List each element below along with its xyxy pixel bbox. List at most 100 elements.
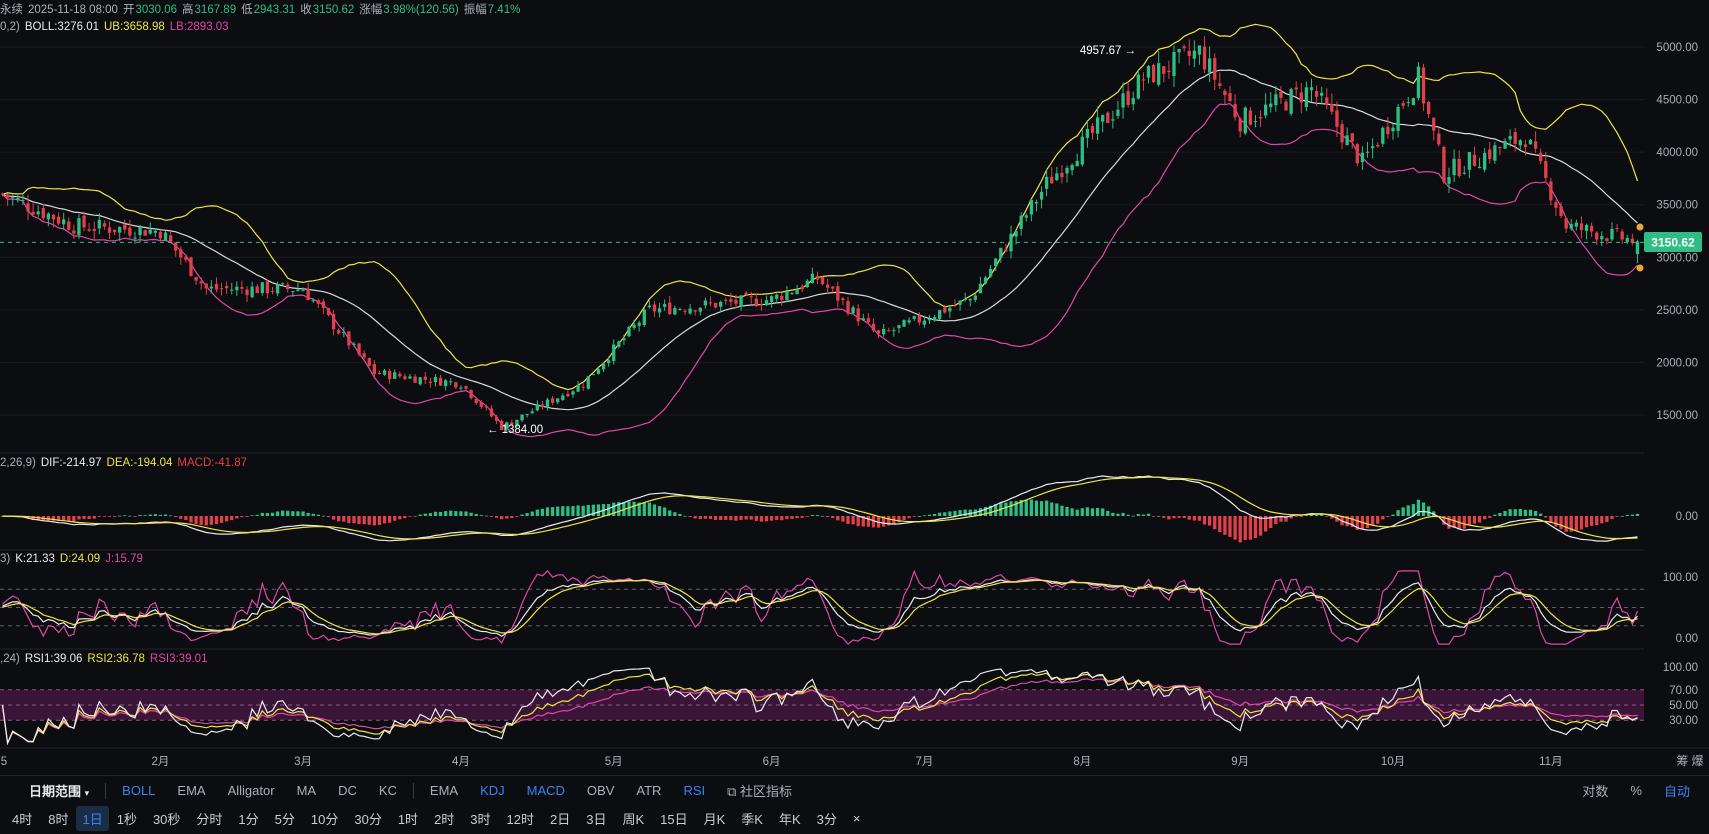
candle-body: [184, 256, 188, 260]
macd-histogram-bar: [902, 516, 906, 521]
candle-body: [1101, 114, 1105, 122]
indicator-macd-button[interactable]: MACD: [526, 783, 565, 798]
macd-histogram-bar: [1243, 516, 1247, 540]
macd-histogram-bar: [688, 516, 692, 517]
macd-histogram-bar: [1605, 516, 1609, 523]
chart-canvas[interactable]: 5000.00 4500.00 4000.00 3500.00 3000.00 2500.…: [0, 0, 1709, 775]
macd-histogram-bar: [1187, 516, 1191, 520]
macd-histogram-bar: [719, 516, 723, 521]
alert-dot-upper[interactable]: [1636, 223, 1644, 231]
indicator-ema-button[interactable]: EMA: [429, 783, 459, 798]
indicator-toolbar: 日期范围 ▾ BOLL EMA Alligator MA DC KC EMA KDJ MACD…: [0, 775, 1709, 805]
period-分时[interactable]: 分时: [196, 812, 223, 827]
macd-histogram-bar: [861, 516, 865, 527]
macd-histogram-bar: [1034, 500, 1039, 516]
period-月K[interactable]: 月K: [703, 812, 726, 827]
period-季K[interactable]: 季K: [741, 812, 763, 827]
indicator-rsi-button[interactable]: RSI: [683, 783, 706, 798]
candle-body: [1595, 232, 1599, 240]
overlay-boll-button[interactable]: BOLL: [122, 783, 156, 798]
macd-histogram-bar: [938, 512, 942, 516]
candle-body: [1544, 161, 1548, 178]
close-icon[interactable]: ×: [852, 811, 861, 826]
period-1日[interactable]: 1日: [76, 806, 109, 831]
overlay-kc-button[interactable]: KC: [378, 783, 397, 798]
period-1秒[interactable]: 1秒: [116, 812, 137, 827]
period-8时[interactable]: 8时: [48, 812, 69, 827]
indicator-obv-button[interactable]: OBV: [586, 783, 615, 798]
candle-body: [1396, 106, 1400, 131]
rsi-pane: [0, 648, 1644, 746]
period-2日[interactable]: 2日: [550, 812, 571, 827]
scale-option-1[interactable]: %: [1630, 783, 1642, 798]
candle-body: [413, 376, 417, 383]
candle-body: [469, 389, 473, 399]
candle-body: [744, 292, 748, 296]
kdj-k: K:21.33: [15, 553, 55, 565]
candle-body: [1488, 149, 1492, 160]
candle-body: [637, 322, 641, 326]
amp-label: 振幅: [463, 4, 487, 16]
period-3日[interactable]: 3日: [586, 812, 607, 827]
date-range-button[interactable]: 日期范围 ▾: [18, 781, 100, 800]
period-5分[interactable]: 5分: [274, 812, 295, 827]
overlay-ema-button[interactable]: EMA: [177, 783, 206, 798]
macd-histogram-bar: [1151, 516, 1156, 517]
period-3分[interactable]: 3分: [816, 812, 837, 827]
candle-body: [1564, 218, 1568, 229]
overlay-ma-button[interactable]: MA: [296, 783, 317, 798]
period-12时[interactable]: 12时: [506, 812, 534, 827]
overlay-alligator-button[interactable]: Alligator: [227, 783, 275, 798]
macd-histogram-bar: [163, 514, 168, 516]
price-tick-label: 2000.00: [1656, 357, 1698, 369]
macd-histogram-bar: [948, 511, 952, 516]
macd-histogram-bar: [1493, 514, 1497, 516]
period-10分[interactable]: 10分: [310, 812, 339, 827]
period-4时[interactable]: 4时: [12, 812, 33, 827]
macd-histogram-bar: [1029, 499, 1034, 516]
period-2时[interactable]: 2时: [434, 812, 455, 827]
period-年K[interactable]: 年K: [778, 812, 801, 827]
indicator-kdj-button[interactable]: KDJ: [480, 783, 505, 798]
macd-histogram-bar: [922, 515, 927, 517]
period-1时[interactable]: 1时: [397, 812, 419, 827]
macd-histogram-bar: [1192, 516, 1197, 521]
time-tick-label: 6月: [763, 756, 781, 768]
period-30秒[interactable]: 30秒: [152, 812, 181, 827]
macd-histogram-bar: [1182, 516, 1186, 518]
candle-body: [148, 229, 152, 234]
candle-body: [194, 277, 198, 281]
macd-histogram-bar: [505, 516, 509, 519]
scale-option-2[interactable]: 自动: [1663, 784, 1690, 799]
macd-histogram-bar: [627, 501, 631, 516]
period-周K[interactable]: 周K: [622, 812, 645, 827]
macd-histogram-bar: [1442, 516, 1446, 525]
period-1分[interactable]: 1分: [238, 812, 259, 827]
macd-histogram-bar: [769, 516, 774, 521]
candle-body: [535, 404, 539, 411]
candle-body: [775, 294, 779, 299]
candle-body: [856, 308, 860, 322]
macd-histogram-bar: [1263, 516, 1268, 532]
candle-body: [601, 363, 606, 370]
date-range-label: 日期范围: [29, 784, 82, 799]
candle-body: [1044, 176, 1049, 189]
candle-body: [31, 211, 35, 215]
macd-histogram-bar: [1508, 509, 1512, 516]
rsi-tick-label: 50.00: [1669, 700, 1698, 712]
candle-body: [1615, 228, 1619, 230]
alert-dot-lower[interactable]: [1636, 264, 1644, 272]
overlay-dc-button[interactable]: DC: [338, 783, 357, 798]
period-30分[interactable]: 30分: [354, 812, 382, 827]
candle-body: [627, 326, 631, 337]
period-3时[interactable]: 3时: [470, 812, 491, 827]
candle-body: [749, 296, 753, 298]
scale-option-0[interactable]: 对数: [1582, 784, 1609, 799]
community-indicators-button[interactable]: ⧉ 社区指标: [716, 781, 803, 800]
macd-histogram-bar: [255, 514, 259, 516]
period-15日[interactable]: 15日: [660, 812, 688, 827]
macd-histogram-bar: [214, 516, 219, 525]
macd-histogram-bar: [1095, 507, 1100, 516]
macd-histogram-bar: [912, 516, 916, 517]
indicator-atr-button[interactable]: ATR: [636, 783, 662, 798]
